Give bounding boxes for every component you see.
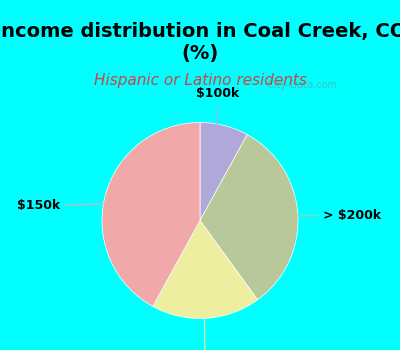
Text: City-Data.com: City-Data.com [261, 80, 337, 90]
Wedge shape [200, 122, 247, 220]
Wedge shape [102, 122, 200, 306]
Text: $50k: $50k [188, 294, 222, 350]
Text: $150k: $150k [17, 199, 129, 212]
Wedge shape [200, 135, 298, 300]
Wedge shape [153, 220, 258, 318]
Text: Income distribution in Coal Creek, CO
(%): Income distribution in Coal Creek, CO (%… [0, 22, 400, 63]
Text: > $200k: > $200k [273, 209, 381, 222]
Text: Hispanic or Latino residents: Hispanic or Latino residents [94, 73, 306, 88]
Text: $100k: $100k [196, 86, 239, 149]
